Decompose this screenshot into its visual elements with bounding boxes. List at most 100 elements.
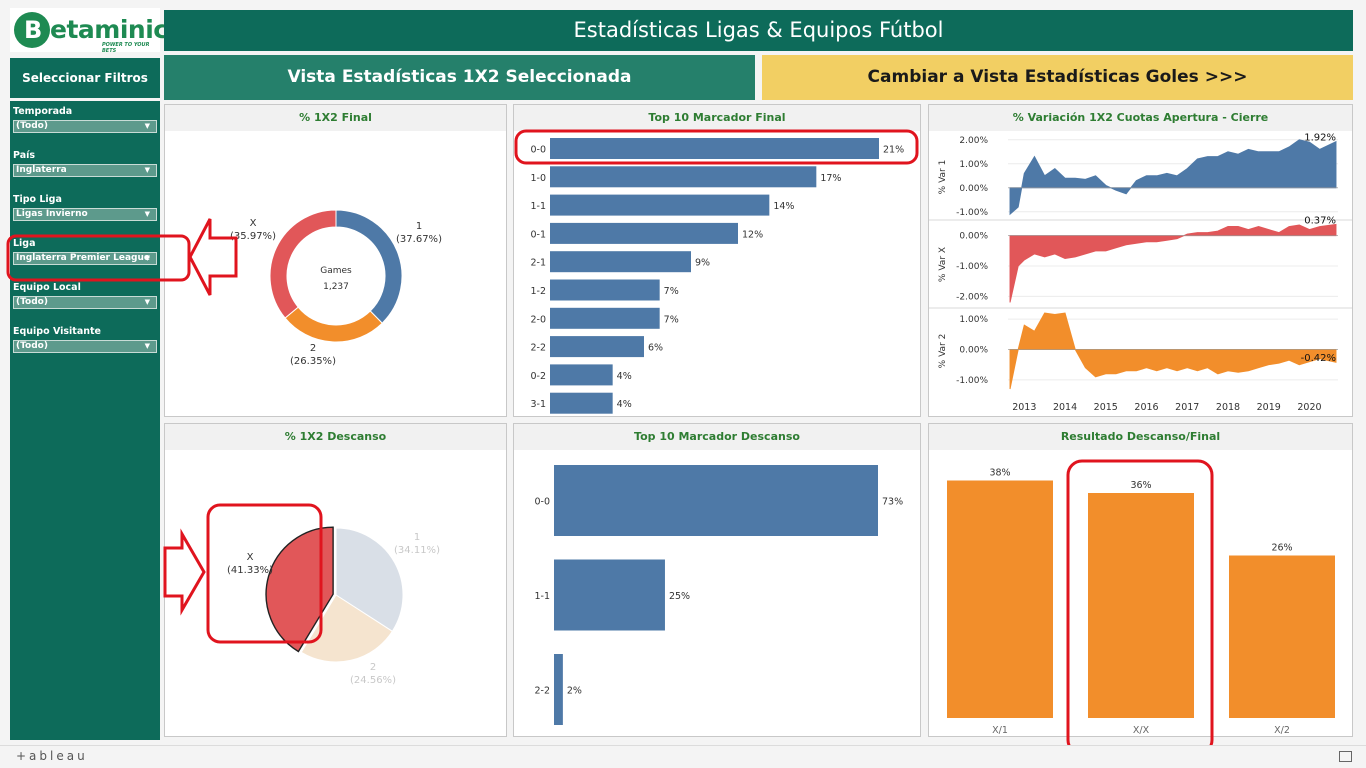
bar-data-label: 21% bbox=[883, 145, 904, 156]
y-tick-label: 2.00% bbox=[959, 136, 988, 146]
logo-tagline: POWER TO YOUR BETS bbox=[102, 42, 150, 54]
bar-0-0 bbox=[550, 138, 879, 159]
donut-center-value: 1,237 bbox=[323, 282, 349, 292]
page-title: Estadísticas Ligas & Equipos Fútbol bbox=[164, 10, 1353, 51]
bar-2-0 bbox=[550, 307, 660, 329]
current-view-button[interactable]: Vista Estadísticas 1X2 Seleccionada bbox=[164, 55, 755, 100]
bar-2-2 bbox=[550, 336, 644, 358]
area-series bbox=[1009, 139, 1337, 216]
filter-temporada-select[interactable]: (Todo) ▼ bbox=[13, 120, 157, 133]
x-tick-label: 2017 bbox=[1175, 402, 1199, 413]
slice-label-pct: (41.33%) bbox=[227, 565, 273, 576]
filter-value: Inglaterra Premier League bbox=[16, 253, 150, 263]
chevron-down-icon: ▼ bbox=[144, 342, 150, 350]
y-tick-label: 0.00% bbox=[959, 345, 988, 355]
panel-variacion: % Variación 1X2 Cuotas Apertura - Cierre… bbox=[928, 104, 1353, 417]
bar-data-label: 7% bbox=[664, 314, 679, 325]
slice-label-pct: (26.35%) bbox=[290, 356, 336, 367]
descanso-1x2-pie-chart: 1 (34.11%) 2 (24.56%) X (41.33%) bbox=[227, 526, 440, 686]
filter-label-equipo-visitante: Equipo Visitante bbox=[13, 326, 101, 337]
bar-data-label: 2% bbox=[567, 686, 582, 697]
slice-label-name: X bbox=[250, 218, 257, 229]
category-label: 2-1 bbox=[530, 258, 546, 269]
bar-data-label: 14% bbox=[773, 201, 794, 212]
bar-data-label: 38% bbox=[989, 468, 1010, 479]
top10-final-bar-chart: 0-0 21% 1-0 17% 1-1 14% 0-1 12% 2-1 9% 1-2 7% 2-0 7% 2… bbox=[530, 138, 904, 414]
y-tick-label: -2.00% bbox=[956, 292, 988, 302]
bar-1-2 bbox=[550, 279, 660, 301]
fullscreen-icon[interactable] bbox=[1339, 751, 1352, 762]
x-tick-label: 2016 bbox=[1134, 402, 1158, 413]
y-axis-label: % Var 1 bbox=[938, 160, 948, 195]
category-label: 1-0 bbox=[530, 173, 546, 184]
footer: +ableau bbox=[0, 745, 1366, 768]
filter-label-temporada: Temporada bbox=[13, 106, 73, 117]
switch-view-button[interactable]: Cambiar a Vista Estadísticas Goles >>> bbox=[762, 55, 1353, 100]
bar-0-1 bbox=[550, 222, 738, 244]
filter-value: (Todo) bbox=[16, 297, 48, 307]
panel-top10-descanso: Top 10 Marcador Descanso 0-0 73% 1-1 25% 2-2… bbox=[513, 423, 921, 737]
chevron-down-icon: ▼ bbox=[144, 166, 150, 174]
bar-1-1 bbox=[550, 194, 770, 216]
logo-wordmark: etaminic bbox=[50, 15, 168, 44]
last-value-label: 0.37% bbox=[1304, 215, 1336, 226]
brand-logo[interactable]: B etaminic POWER TO YOUR BETS bbox=[10, 8, 168, 54]
panel-title: Top 10 Marcador Descanso bbox=[514, 424, 920, 450]
panel-title: Top 10 Marcador Final bbox=[514, 105, 920, 131]
filters-panel: Temporada (Todo) ▼ País Inglaterra ▼ Tipo … bbox=[10, 101, 160, 740]
logo-mark bbox=[14, 12, 50, 48]
bar-data-label: 36% bbox=[1130, 480, 1151, 491]
bar-X/1 bbox=[947, 480, 1053, 718]
bar-data-label: 4% bbox=[617, 399, 632, 410]
bar-data-label: 73% bbox=[882, 497, 903, 508]
filter-value: Inglaterra bbox=[16, 165, 67, 175]
y-tick-label: 1.00% bbox=[959, 315, 988, 325]
bar-data-label: 9% bbox=[695, 258, 710, 269]
category-label: 2-2 bbox=[530, 343, 546, 354]
panel-final-1x2: % 1X2 Final 1 (37.67%) 2 (26.35%) X (35.97%) G… bbox=[164, 104, 507, 417]
bar-X/2 bbox=[1229, 555, 1335, 718]
y-tick-label: -1.00% bbox=[956, 376, 988, 386]
filter-label-tipo-liga: Tipo Liga bbox=[13, 194, 62, 205]
bar-data-label: 4% bbox=[617, 371, 632, 382]
category-label: 3-1 bbox=[530, 399, 546, 410]
category-label: 0-1 bbox=[530, 229, 546, 240]
bar-data-label: 7% bbox=[664, 286, 679, 297]
slice-label-pct: (34.11%) bbox=[394, 545, 440, 556]
filter-tipo-liga-select[interactable]: Ligas Invierno ▼ bbox=[13, 208, 157, 221]
bar-X/X bbox=[1088, 493, 1194, 718]
x-tick-label: 2020 bbox=[1297, 402, 1321, 413]
bar-2-1 bbox=[550, 251, 691, 273]
bar-2-2 bbox=[554, 654, 563, 725]
category-label: X/2 bbox=[1274, 725, 1290, 736]
bar-data-label: 25% bbox=[669, 591, 690, 602]
chevron-down-icon: ▼ bbox=[144, 298, 150, 306]
bar-1-0 bbox=[550, 166, 817, 188]
filter-label-liga: Liga bbox=[13, 238, 36, 249]
bar-data-label: 6% bbox=[648, 343, 663, 354]
filter-label-equipo-local: Equipo Local bbox=[13, 282, 81, 293]
filter-value: (Todo) bbox=[16, 341, 48, 351]
y-tick-label: 0.00% bbox=[959, 184, 988, 194]
panel-title: % 1X2 Final bbox=[165, 105, 506, 131]
filter-pais-select[interactable]: Inglaterra ▼ bbox=[13, 164, 157, 177]
logo-initial: B bbox=[24, 16, 43, 44]
x-tick-label: 2014 bbox=[1053, 402, 1077, 413]
donut-slice-2 bbox=[284, 306, 383, 343]
category-label: 2-0 bbox=[530, 314, 546, 325]
y-tick-label: 1.00% bbox=[959, 160, 988, 170]
x-tick-label: 2018 bbox=[1216, 402, 1240, 413]
filter-equipo-local-select[interactable]: (Todo) ▼ bbox=[13, 296, 157, 309]
area-series bbox=[1009, 312, 1337, 390]
tableau-logo[interactable]: +ableau bbox=[16, 749, 88, 763]
chevron-down-icon: ▼ bbox=[144, 254, 150, 262]
category-label: 1-1 bbox=[530, 201, 546, 212]
filter-liga-select[interactable]: Inglaterra Premier League ▼ bbox=[13, 252, 157, 265]
panel-title: Resultado Descanso/Final bbox=[929, 424, 1352, 450]
x-tick-label: 2015 bbox=[1094, 402, 1118, 413]
filter-equipo-visitante-select[interactable]: (Todo) ▼ bbox=[13, 340, 157, 353]
filters-heading: Seleccionar Filtros bbox=[10, 58, 160, 98]
panel-title: % 1X2 Descanso bbox=[165, 424, 506, 450]
top10-descanso-bar-chart: 0-0 73% 1-1 25% 2-2 2% bbox=[534, 465, 903, 725]
slice-label-pct: (35.97%) bbox=[230, 231, 276, 242]
